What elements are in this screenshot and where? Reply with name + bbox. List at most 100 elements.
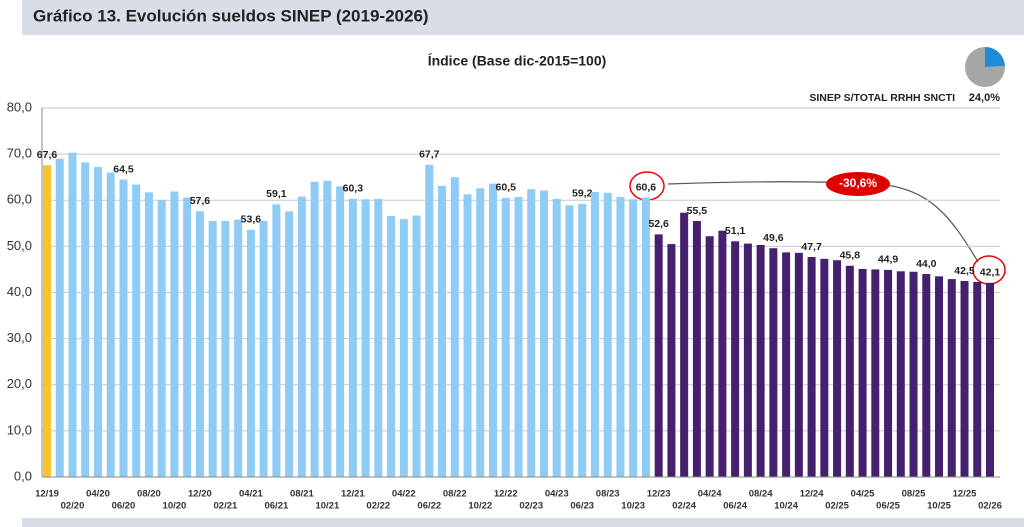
data-label: 60,5: [496, 182, 517, 194]
x-tick-label: 06/22: [417, 501, 441, 512]
x-tick-label: 12/25: [953, 489, 977, 500]
bar: [833, 260, 842, 477]
chart-subtitle: Índice (Base dic-2015=100): [428, 53, 607, 69]
bar: [756, 244, 765, 477]
x-tick-label: 10/24: [774, 501, 798, 512]
x-tick-label: 06/20: [112, 501, 136, 512]
x-tick-label: 04/21: [239, 489, 263, 500]
inset: SINEP S/TOTAL RRHH SNCTI 24,0%: [809, 47, 1005, 104]
y-tick-label: 20,0: [7, 376, 32, 391]
bar: [501, 197, 510, 477]
inset-label: SINEP S/TOTAL RRHH SNCTI: [809, 92, 955, 104]
bar: [986, 282, 994, 477]
bar: [323, 180, 332, 477]
x-tick-label: 12/19: [35, 489, 59, 500]
bar: [272, 204, 281, 477]
bar: [922, 274, 931, 477]
x-tick-label: 12/22: [494, 489, 518, 500]
bar: [667, 244, 676, 477]
bar: [565, 205, 574, 478]
x-tick-label: 06/21: [264, 501, 288, 512]
x-tick-label: 10/25: [927, 501, 951, 512]
x-tick-label: 10/21: [315, 501, 339, 512]
bar: [119, 179, 128, 477]
x-tick-label: 04/25: [851, 489, 875, 500]
x-tick-label: 02/21: [214, 501, 238, 512]
bar: [973, 281, 982, 477]
bar: [55, 158, 64, 478]
data-label: 53,6: [241, 214, 262, 226]
x-tick-label: 04/20: [86, 489, 110, 500]
bar: [603, 192, 612, 477]
data-label: 64,5: [113, 163, 134, 175]
x-tick-label: 02/26: [978, 501, 1002, 512]
bar: [348, 198, 357, 477]
bar: [183, 197, 192, 478]
y-tick-label: 40,0: [7, 284, 32, 299]
bar: [514, 197, 523, 478]
x-tick-label: 06/24: [723, 501, 747, 512]
y-tick-label: 60,0: [7, 192, 32, 207]
bar: [132, 184, 141, 477]
data-label: 55,5: [687, 205, 708, 217]
bar: [463, 194, 472, 477]
bar: [170, 191, 179, 477]
y-tick-label: 0,0: [14, 468, 32, 483]
pie-slice: [985, 47, 1005, 67]
annotation-badge: [826, 172, 890, 196]
data-label: 57,6: [190, 195, 211, 207]
bar: [960, 280, 969, 477]
bar: [654, 234, 663, 477]
data-label: 44,9: [878, 254, 899, 266]
bar: [527, 189, 536, 477]
bar: [935, 276, 944, 477]
x-tick-label: 06/25: [876, 501, 900, 512]
bar: [782, 252, 791, 477]
bar: [680, 212, 689, 478]
bar: [425, 164, 434, 477]
bar: [157, 200, 166, 477]
x-tick-label: 02/25: [825, 501, 849, 512]
x-tick-label: 12/24: [800, 489, 824, 500]
bar: [909, 271, 918, 477]
inset-value: 24,0%: [969, 92, 1000, 104]
bar: [705, 236, 714, 477]
bar: [641, 197, 650, 478]
x-tick-label: 10/23: [621, 501, 645, 512]
bar: [884, 269, 893, 477]
bar: [871, 269, 880, 477]
data-label: 67,7: [419, 149, 440, 161]
bar: [438, 185, 447, 478]
bar: [43, 165, 51, 477]
data-label: 49,6: [763, 232, 784, 244]
bar: [692, 221, 701, 477]
x-tick-label: 04/23: [545, 489, 569, 500]
x-tick-label: 04/24: [698, 489, 722, 500]
data-label: 52,6: [648, 218, 669, 230]
bar: [68, 152, 77, 477]
bar: [629, 199, 638, 477]
x-tick-label: 08/21: [290, 489, 314, 500]
x-tick-label: 04/22: [392, 489, 416, 500]
data-label: 45,8: [840, 250, 861, 262]
bar: [297, 196, 306, 477]
bar: [81, 162, 90, 478]
bar: [450, 177, 459, 477]
bar: [769, 248, 778, 477]
bar: [896, 271, 905, 477]
bar: [208, 221, 217, 477]
data-label: 42,5: [954, 265, 975, 277]
bar: [731, 241, 740, 477]
bar: [807, 256, 816, 477]
footer-band: [22, 518, 1024, 527]
x-tick-label: 02/20: [61, 501, 85, 512]
x-tick-label: 02/22: [366, 501, 390, 512]
data-label: 59,2: [572, 188, 593, 200]
y-tick-label: 50,0: [7, 238, 32, 253]
x-tick-label: 08/22: [443, 489, 467, 500]
bar: [412, 215, 421, 477]
bar: [106, 172, 115, 477]
bar: [947, 279, 956, 477]
bar: [718, 230, 727, 477]
